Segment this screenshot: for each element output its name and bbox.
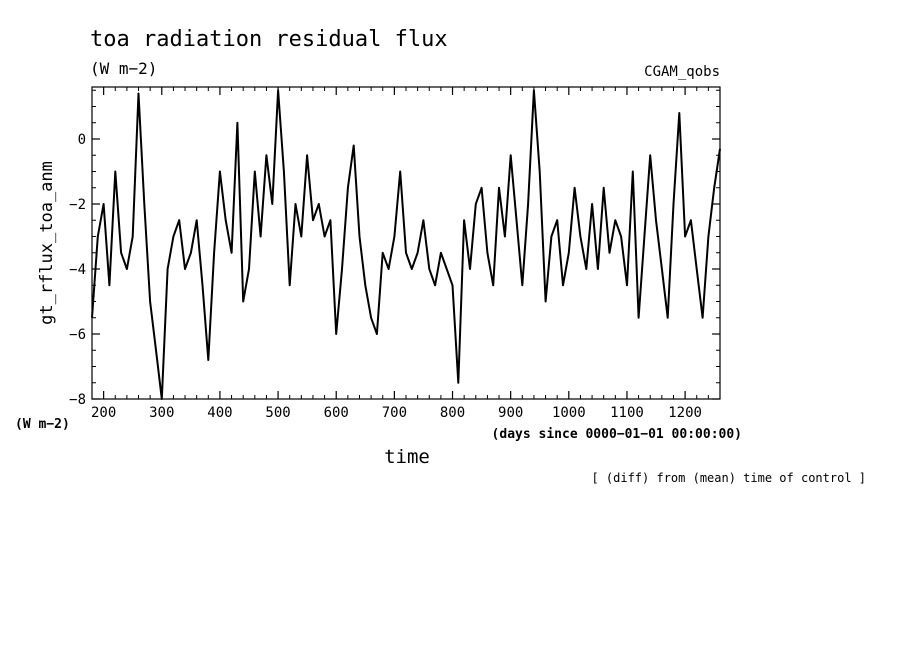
x-tick-label: 800 <box>440 405 465 421</box>
x-tick-label: 1000 <box>552 405 586 421</box>
x-axis-units: (days since 0000−01−01 00:00:00) <box>492 427 742 442</box>
x-tick-label: 1200 <box>668 405 702 421</box>
x-tick-labels: 200 300 400 500 600 700 800 900 1000 1100 1200 <box>91 405 702 421</box>
y-tick-labels: −8 −6 −4 −2 0 <box>69 132 86 408</box>
y-tick-label: −4 <box>69 262 86 278</box>
x-tick-label: 300 <box>149 405 174 421</box>
x-tick-label: 400 <box>207 405 232 421</box>
y-tick-label: 0 <box>78 132 86 148</box>
series-line <box>91 89 721 400</box>
x-tick-label: 200 <box>91 405 116 421</box>
x-tick-label: 700 <box>382 405 407 421</box>
y-tick-label: −8 <box>69 392 86 408</box>
x-tick-label: 600 <box>324 405 349 421</box>
diff-note: [ (diff) from (mean) time of control ] <box>591 471 866 485</box>
y-axis-units: (W m−2) <box>15 417 70 432</box>
x-tick-label: 900 <box>498 405 523 421</box>
chart-units: (W m−2) <box>90 59 157 78</box>
x-tick-label: 500 <box>265 405 290 421</box>
x-axis-label: time <box>384 446 430 468</box>
chart-title: toa radiation residual flux <box>90 27 448 52</box>
y-axis-label: gt_rflux_toa_anm <box>37 161 57 325</box>
x-tick-label: 1100 <box>610 405 644 421</box>
y-tick-label: −6 <box>69 327 86 343</box>
run-name: CGAM_qobs <box>644 64 720 80</box>
plot-area: 200 300 400 500 600 700 800 900 1000 1100 1200 −8−… <box>69 86 721 421</box>
y-tick-label: −2 <box>69 197 86 213</box>
